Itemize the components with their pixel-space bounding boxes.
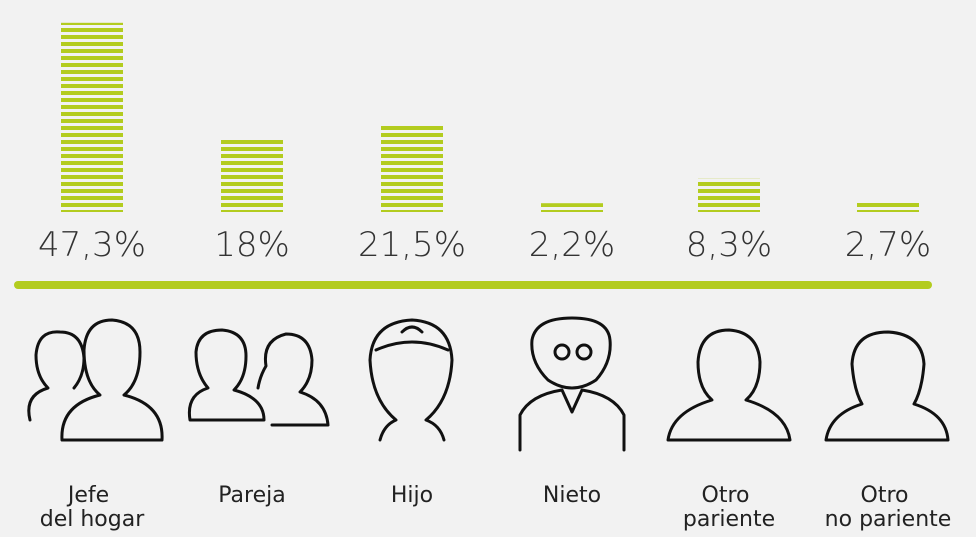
- value-label: 18%: [214, 225, 290, 265]
- bar: [857, 201, 919, 212]
- icons: [27, 316, 950, 452]
- icon-person: [368, 318, 454, 442]
- category-label: Nieto: [543, 483, 601, 508]
- category-label: Jefe del hogar: [40, 483, 145, 532]
- bar: [221, 140, 283, 212]
- value-label: 8,3%: [686, 225, 772, 265]
- value-label: 2,7%: [845, 225, 931, 265]
- bar: [381, 126, 443, 212]
- value-label: 47,3%: [38, 225, 146, 265]
- icon-person: [518, 388, 626, 452]
- icon-head: [530, 316, 612, 390]
- category-label: Pareja: [218, 483, 285, 508]
- category-label: Hijo: [391, 483, 433, 508]
- bar: [698, 178, 760, 212]
- value-label: 2,2%: [529, 225, 615, 265]
- icon-person: [824, 330, 950, 442]
- icon-glasses: [575, 343, 593, 361]
- icon-cap: [374, 325, 450, 352]
- bar: [541, 203, 603, 212]
- icon-person: [187, 328, 266, 422]
- bar: [61, 22, 123, 212]
- category-label: Otro no pariente: [825, 483, 952, 532]
- icon-glasses: [553, 343, 571, 361]
- icon-person: [256, 332, 330, 427]
- icon-person: [666, 328, 792, 442]
- value-label: 21,5%: [358, 225, 466, 265]
- icon-person: [60, 318, 164, 442]
- category-label: Otro pariente: [683, 483, 775, 532]
